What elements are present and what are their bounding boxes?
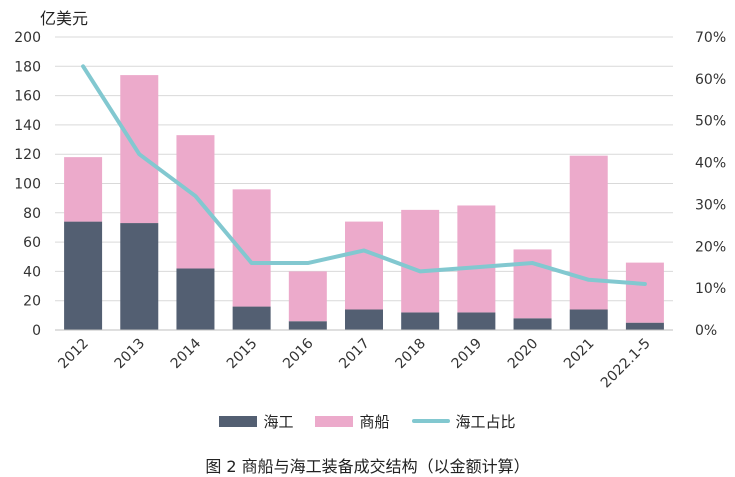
legend-item-share: 海工占比 bbox=[411, 411, 516, 432]
right-tick-label: 60% bbox=[695, 72, 726, 88]
left-tick-label: 80 bbox=[23, 206, 41, 222]
left-axis: 0 20 40 60 80 100 120 140 160 180 200 bbox=[14, 30, 41, 339]
x-tick-label: 2019 bbox=[449, 336, 486, 373]
bar-shangchuan bbox=[569, 155, 608, 310]
bar-haigong bbox=[625, 322, 664, 330]
bar-shangchuan bbox=[345, 221, 383, 310]
left-tick-label: 140 bbox=[14, 118, 41, 134]
bar-haigong bbox=[401, 312, 440, 330]
legend-item-shangchuan: 商船 bbox=[315, 411, 390, 432]
left-axis-unit-label: 亿美元 bbox=[40, 9, 88, 28]
share-line bbox=[81, 64, 647, 286]
x-tick-label: 2012 bbox=[55, 336, 92, 373]
bar-haigong bbox=[176, 268, 215, 330]
left-tick-label: 40 bbox=[23, 264, 41, 280]
x-tick-label: 2022.1-5 bbox=[598, 336, 654, 392]
left-tick-label: 100 bbox=[14, 177, 41, 193]
legend-label-share: 海工占比 bbox=[455, 412, 516, 431]
right-tick-label: 50% bbox=[695, 114, 726, 130]
x-tick-label: 2015 bbox=[224, 336, 261, 373]
bar-haigong bbox=[64, 221, 103, 330]
x-tick-label: 2021 bbox=[561, 336, 598, 373]
bar-haigong bbox=[457, 312, 496, 330]
legend-item-haigong: 海工 bbox=[219, 411, 293, 432]
x-tick-label: 2013 bbox=[112, 336, 149, 373]
bar-shangchuan bbox=[457, 205, 496, 313]
right-tick-label: 70% bbox=[695, 30, 726, 46]
right-tick-label: 10% bbox=[695, 281, 726, 297]
bar-shangchuan bbox=[288, 271, 327, 322]
bar-haigong bbox=[232, 306, 271, 330]
bar-shangchuan bbox=[176, 135, 215, 269]
figure-caption: 图 2 商船与海工装备成交结构（以金额计算） bbox=[205, 457, 530, 476]
legend-swatch-share bbox=[411, 419, 450, 423]
left-tick-label: 60 bbox=[23, 235, 41, 251]
left-tick-label: 180 bbox=[14, 59, 41, 75]
left-tick-label: 200 bbox=[14, 30, 41, 46]
x-tick-label: 2020 bbox=[505, 336, 542, 373]
legend-swatch-haigong bbox=[219, 415, 258, 427]
right-tick-label: 0% bbox=[695, 323, 717, 339]
bar-haigong bbox=[513, 318, 552, 330]
right-tick-label: 30% bbox=[695, 197, 726, 213]
bar-haigong bbox=[345, 309, 383, 330]
x-tick-label: 2016 bbox=[280, 335, 317, 372]
bar-shangchuan bbox=[401, 209, 440, 313]
legend: 海工 商船 海工占比 bbox=[0, 409, 735, 433]
x-tick-label: 2014 bbox=[168, 335, 205, 372]
left-tick-label: 20 bbox=[23, 294, 41, 310]
x-tick-label: 2018 bbox=[392, 336, 429, 373]
share-line-layer bbox=[81, 64, 647, 286]
x-axis: 2012 2013 2014 2015 2016 2017 2018 2019 2020 2021… bbox=[55, 329, 673, 392]
left-tick-label: 120 bbox=[14, 147, 41, 163]
bar-shangchuan bbox=[513, 249, 552, 319]
right-tick-label: 20% bbox=[695, 239, 726, 255]
right-axis: 0% 10% 20% 30% 40% 50% 60% 70% bbox=[695, 30, 726, 339]
legend-swatch-shangchuan bbox=[315, 415, 354, 427]
bar-shangchuan bbox=[64, 157, 103, 222]
bar-haigong bbox=[288, 321, 327, 330]
x-tick-label: 2017 bbox=[336, 336, 373, 373]
chart-plot: 0 20 40 60 80 100 120 140 160 180 200 0% 10% 20% 30% 4… bbox=[14, 9, 726, 392]
legend-label-haigong: 海工 bbox=[263, 412, 294, 431]
legend-label-shangchuan: 商船 bbox=[359, 412, 390, 431]
bar-shangchuan bbox=[120, 75, 159, 224]
left-tick-label: 0 bbox=[32, 323, 41, 339]
bar-haigong bbox=[120, 223, 159, 330]
right-tick-label: 40% bbox=[695, 156, 726, 172]
bar-shangchuan bbox=[625, 262, 664, 323]
left-tick-label: 160 bbox=[14, 89, 41, 105]
bars bbox=[64, 75, 664, 330]
bar-haigong bbox=[569, 309, 608, 330]
